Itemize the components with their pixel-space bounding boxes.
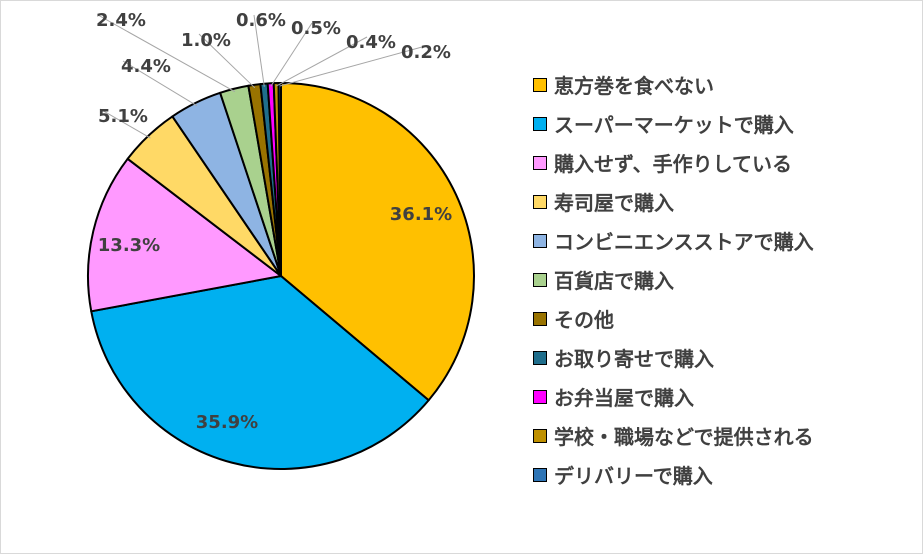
legend-item-7: お取り寄せで購入	[533, 338, 814, 377]
legend-label-8: お弁当屋で購入	[554, 386, 694, 410]
legend-item-0: 恵方巻を食べない	[533, 65, 814, 104]
leader-line-5	[97, 14, 236, 93]
legend-swatch-1	[533, 116, 547, 131]
pie-slice-1	[90, 275, 430, 470]
leader-line-10	[279, 46, 423, 87]
data-label-5: 2.4%	[96, 10, 146, 31]
legend-label-10: デリバリーで購入	[554, 464, 713, 488]
legend-label-0: 恵方巻を食べない	[554, 74, 714, 98]
leader-line-4	[122, 60, 198, 107]
pie-slice-0	[280, 82, 475, 402]
data-label-0: 36.1%	[390, 204, 452, 225]
legend-item-1: スーパーマーケットで購入	[533, 104, 814, 143]
data-label-1: 35.9%	[196, 412, 258, 433]
legend-label-6: その他	[554, 308, 614, 332]
legend-swatch-4	[533, 233, 547, 248]
legend-swatch-10	[533, 467, 547, 482]
legend-label-4: コンビニエンスストアで購入	[554, 230, 814, 254]
data-label-6: 1.0%	[181, 30, 231, 51]
legend-item-8: お弁当屋で購入	[533, 377, 814, 416]
data-label-8: 0.5%	[291, 18, 341, 39]
legend-item-6: その他	[533, 299, 814, 338]
legend-swatch-3	[533, 194, 547, 209]
legend-item-2: 購入せず、手作りしている	[533, 143, 814, 182]
legend-label-7: お取り寄せで購入	[554, 347, 714, 371]
legend-label-2: 購入せず、手作りしている	[554, 152, 792, 176]
data-label-4: 4.4%	[121, 56, 171, 77]
legend-swatch-6	[533, 311, 547, 326]
leader-line-8	[270, 22, 313, 87]
legend-swatch-8	[533, 389, 547, 404]
legend-label-9: 学校・職場などで提供される	[554, 425, 814, 449]
legend-item-3: 寿司屋で購入	[533, 182, 814, 221]
data-label-2: 13.3%	[98, 235, 160, 256]
legend-swatch-0	[533, 77, 547, 92]
legend-item-9: 学校・職場などで提供される	[533, 416, 814, 455]
data-label-9: 0.4%	[346, 32, 396, 53]
legend-swatch-2	[533, 155, 547, 170]
data-label-10: 0.2%	[401, 42, 451, 63]
pie-slice-2	[87, 157, 282, 313]
leader-line-9	[275, 36, 368, 87]
legend: 恵方巻を食べないスーパーマーケットで購入 購入せず、手作りしている 寿司屋で購入コン…	[533, 65, 814, 494]
legend-swatch-9	[533, 428, 547, 443]
leader-line-3	[99, 108, 151, 139]
legend-item-5: 百貨店で購入	[533, 260, 814, 299]
legend-label-3: 寿司屋で購入	[554, 191, 674, 215]
legend-label-5: 百貨店で購入	[554, 269, 674, 293]
data-label-3: 5.1%	[98, 106, 148, 127]
data-label-7: 0.6%	[236, 10, 286, 31]
legend-swatch-7	[533, 350, 547, 365]
legend-swatch-5	[533, 272, 547, 287]
leader-line-6	[198, 33, 256, 89]
legend-label-1: スーパーマーケットで購入	[554, 113, 794, 137]
legend-item-10: デリバリーで購入	[533, 455, 814, 494]
legend-item-4: コンビニエンスストアで購入	[533, 221, 814, 260]
leader-line-7	[253, 14, 265, 87]
